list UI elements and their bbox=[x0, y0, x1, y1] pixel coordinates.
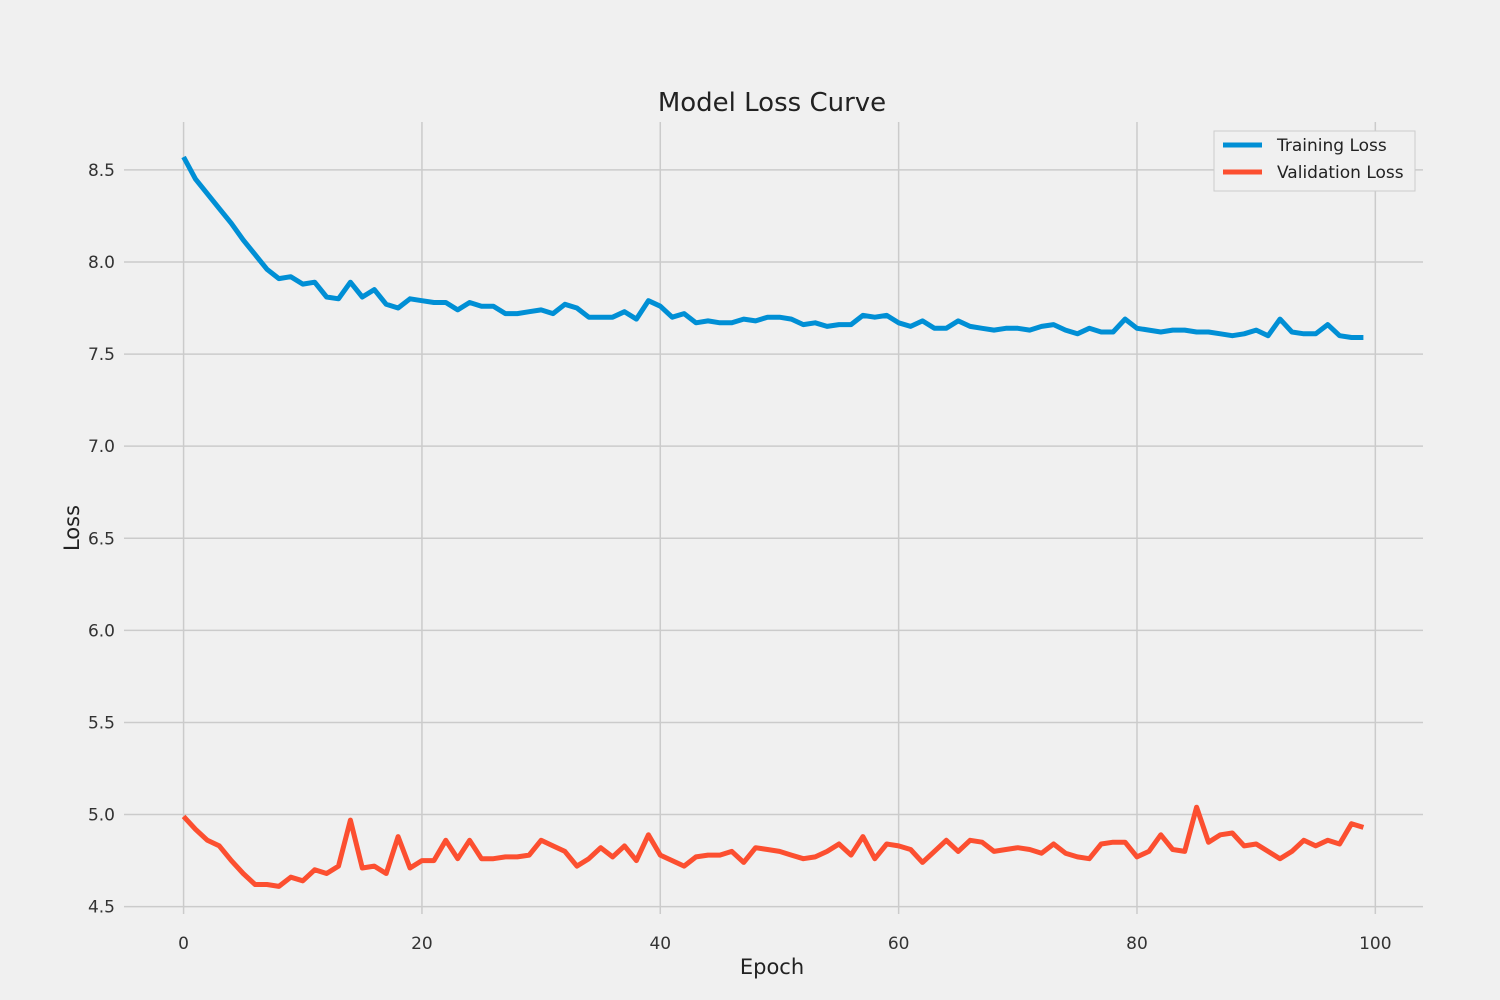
x-tick-labels: 0 20 40 60 80 100 bbox=[178, 934, 1391, 954]
y-tick-label: 7.0 bbox=[88, 437, 115, 457]
y-tick-label: 6.5 bbox=[88, 529, 115, 549]
x-tick-label: 100 bbox=[1359, 934, 1391, 954]
y-tick-label: 5.5 bbox=[88, 713, 115, 733]
y-tick-label: 6.0 bbox=[88, 621, 115, 641]
legend: Training Loss Validation Loss bbox=[1213, 130, 1416, 192]
grid bbox=[124, 122, 1423, 914]
x-tick-label: 40 bbox=[649, 934, 671, 954]
x-tick-label: 20 bbox=[411, 934, 433, 954]
legend-frame bbox=[1213, 130, 1416, 192]
y-tick-labels: 4.5 5.0 5.5 6.0 6.5 7.0 7.5 8.0 8.5 bbox=[88, 161, 115, 918]
chart-title: Model Loss Curve bbox=[658, 88, 886, 118]
x-tick-label: 0 bbox=[178, 934, 189, 954]
y-tick-label: 8.0 bbox=[88, 253, 115, 273]
y-tick-label: 5.0 bbox=[88, 806, 115, 826]
series-line-training-loss bbox=[181, 155, 1364, 340]
y-axis-label: Loss bbox=[60, 505, 84, 551]
legend-label-training-loss: Training Loss bbox=[1276, 136, 1387, 156]
series-line-validation-loss bbox=[181, 804, 1365, 889]
x-axis-label: Epoch bbox=[740, 955, 804, 979]
legend-label-validation-loss: Validation Loss bbox=[1277, 163, 1404, 183]
series-lines bbox=[181, 155, 1365, 889]
y-tick-label: 7.5 bbox=[88, 345, 115, 365]
x-tick-label: 80 bbox=[1126, 934, 1148, 954]
y-tick-label: 8.5 bbox=[88, 161, 115, 181]
y-tick-label: 4.5 bbox=[88, 898, 115, 918]
x-tick-label: 60 bbox=[888, 934, 910, 954]
